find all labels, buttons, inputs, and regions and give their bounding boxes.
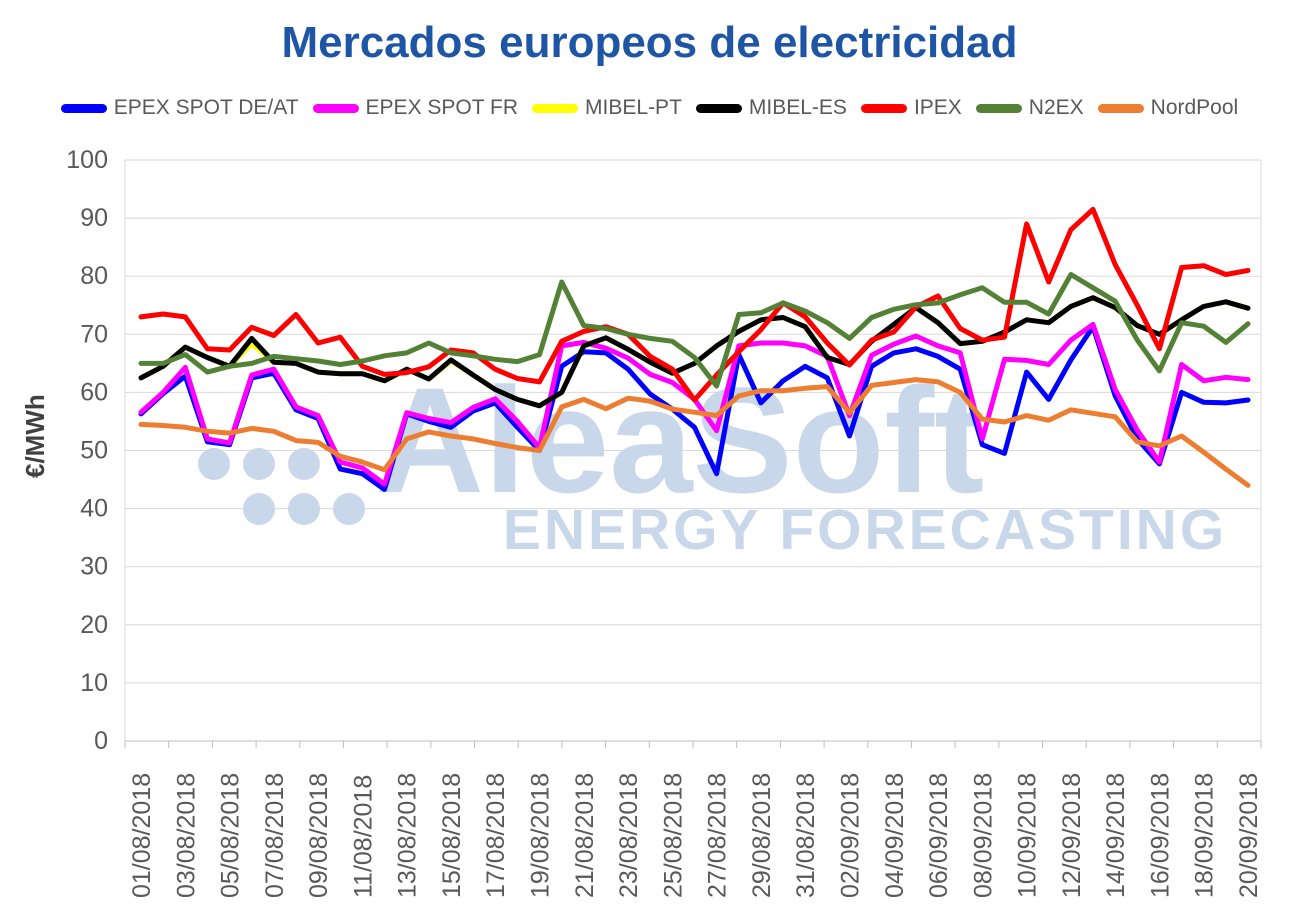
legend-marker-icon [975, 103, 1022, 113]
x-tick-label: 04/09/2018 [881, 773, 909, 898]
legend: EPEX SPOT DE/AT EPEX SPOT FR MIBEL-PT MIBEL… [0, 96, 1299, 120]
legend-marker-icon [695, 103, 742, 113]
y-tick-label: 10 [80, 669, 108, 697]
series-line-NordPool [138, 377, 1251, 488]
legend-label: N2EX [1028, 96, 1084, 119]
series-line-MIBEL-ES [138, 295, 1251, 409]
watermark-dots-icon [198, 448, 230, 480]
chart-title: Mercados europeos de electricidad [281, 18, 1018, 67]
x-tick-label: 25/08/2018 [659, 773, 687, 898]
legend-label: MIBEL-ES [748, 96, 847, 119]
series-line-IPEX [138, 206, 1251, 403]
legend-item-N2EX: N2EX [975, 96, 1084, 120]
x-tick-label: 21/08/2018 [571, 773, 599, 898]
legend-label: EPEX SPOT DE/AT [113, 96, 299, 119]
x-tick-label: 09/08/2018 [305, 773, 333, 898]
x-tick-label: 01/08/2018 [128, 773, 156, 898]
legend-marker-icon [860, 103, 907, 113]
legend-item-MIBEL-PT: MIBEL-PT [532, 96, 682, 120]
y-tick-label: 40 [80, 495, 108, 523]
y-tick-label: 30 [80, 553, 108, 581]
y-axis-title: €/MWh [20, 394, 50, 478]
x-tick-label: 27/08/2018 [704, 773, 732, 898]
legend-item-NordPool: NordPool [1097, 96, 1239, 120]
watermark-dots-icon [243, 448, 275, 480]
x-tick-label: 29/08/2018 [748, 773, 776, 898]
watermark-dots-icon [288, 493, 320, 525]
legend-marker-icon [312, 103, 359, 113]
x-tick-label: 16/09/2018 [1146, 773, 1174, 898]
x-axis-labels: 01/08/2018 03/08/2018 05/08/2018 07/08/2018… [128, 773, 1263, 898]
y-tick-label: 60 [80, 378, 108, 406]
y-tick-label: 70 [80, 320, 108, 348]
x-tick-label: 02/09/2018 [837, 773, 865, 898]
y-tick-label: 20 [80, 611, 108, 639]
x-axis [124, 740, 1262, 748]
legend-item-EPEX-SPOT-FR: EPEX SPOT FR [312, 96, 519, 120]
y-tick-label: 80 [80, 262, 108, 290]
watermark-dots-icon [243, 493, 275, 525]
x-tick-label: 19/08/2018 [527, 773, 555, 898]
legend-item-MIBEL-ES: MIBEL-ES [695, 96, 847, 120]
legend-label: EPEX SPOT FR [365, 96, 519, 119]
y-axis-labels: 0 10 20 30 40 50 60 70 80 90 100 [66, 146, 108, 755]
y-tick-label: 100 [66, 146, 108, 174]
x-tick-label: 08/09/2018 [969, 773, 997, 898]
y-tick-label: 90 [80, 204, 108, 232]
y-tick-label: 0 [94, 727, 108, 755]
watermark-dots-icon [288, 448, 320, 480]
y-tick-label: 50 [80, 437, 108, 465]
x-tick-label: 14/09/2018 [1102, 773, 1130, 898]
x-tick-label: 11/08/2018 [349, 775, 377, 898]
x-tick-label: 31/08/2018 [792, 773, 820, 898]
x-tick-label: 07/08/2018 [261, 773, 289, 898]
legend-label: IPEX [913, 96, 962, 119]
x-tick-label: 20/09/2018 [1235, 773, 1263, 898]
legend-item-EPEX-SPOT-DE-AT: EPEX SPOT DE/AT [60, 96, 299, 120]
x-tick-label: 10/09/2018 [1014, 773, 1042, 898]
legend-marker-icon [532, 103, 579, 113]
x-tick-label: 18/09/2018 [1191, 773, 1219, 898]
x-tick-label: 03/08/2018 [172, 773, 200, 898]
x-tick-label: 23/08/2018 [615, 773, 643, 898]
watermark-tagline: ENERGY FORECASTING [503, 498, 1227, 562]
legend-item-IPEX: IPEX [860, 96, 962, 120]
x-tick-label: 15/08/2018 [438, 773, 466, 898]
legend-marker-icon [60, 103, 107, 113]
series-line-N2EX [138, 272, 1251, 389]
legend-marker-icon [1097, 103, 1144, 113]
legend-label: MIBEL-PT [585, 96, 682, 119]
x-tick-label: 17/08/2018 [482, 773, 510, 898]
x-tick-label: 06/09/2018 [925, 773, 953, 898]
x-tick-label: 12/09/2018 [1058, 773, 1086, 898]
gridlines [124, 159, 1262, 742]
x-tick-label: 05/08/2018 [217, 773, 245, 898]
watermark-dots-icon [333, 493, 365, 525]
legend-label: NordPool [1150, 96, 1239, 119]
x-tick-label: 13/08/2018 [394, 773, 422, 898]
